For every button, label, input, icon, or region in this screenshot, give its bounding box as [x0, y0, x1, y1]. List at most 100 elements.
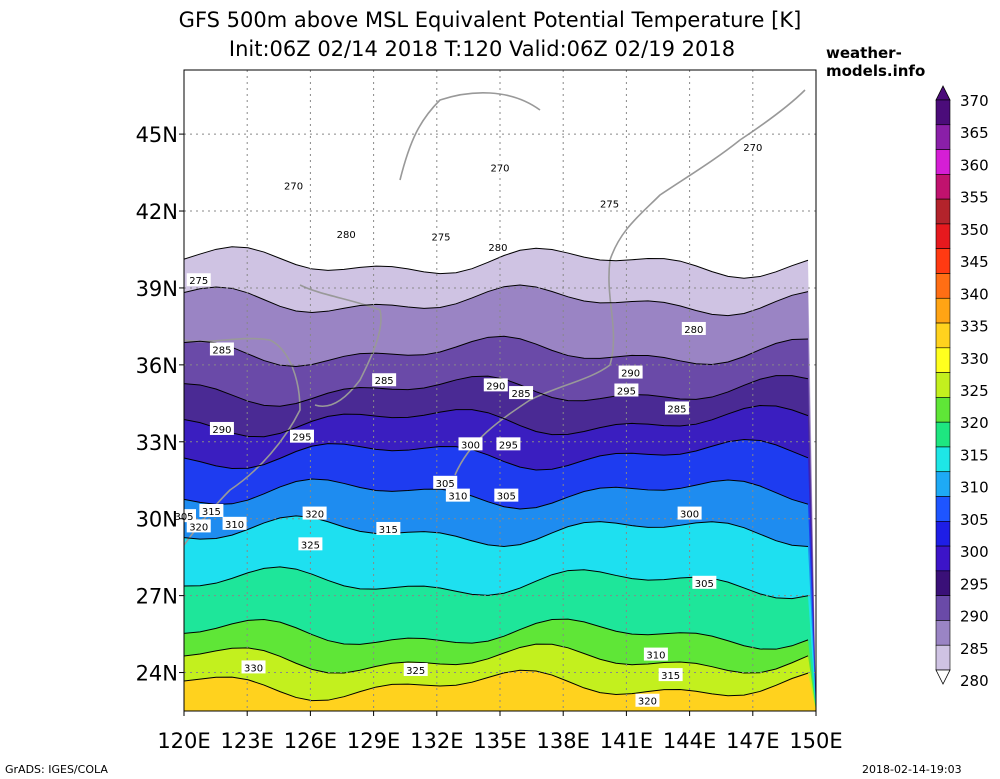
- colorbar-swatch: [935, 471, 951, 497]
- contour-label-bg: [488, 160, 512, 174]
- colorbar-label: 330: [960, 350, 989, 368]
- colorbar-swatch: [935, 347, 951, 373]
- contour-label-bg: [635, 693, 660, 707]
- colorbar: 370 365 360 355 350 345 340 335 330 325 320 315 310 3…: [935, 85, 989, 690]
- contour-labels: 270 270 270 275 275 275 280 280 280 285 285 285 285 2…: [172, 139, 765, 708]
- contour-label-bg: [458, 437, 483, 451]
- contour-label: 275: [600, 199, 619, 210]
- contour-label: 310: [448, 492, 467, 503]
- colorbar-swatch: [935, 372, 951, 398]
- colorbar-label: 310: [960, 479, 989, 497]
- lon-tick-label: 150E: [789, 729, 842, 753]
- contour-label: 300: [461, 440, 480, 451]
- contour-label: 325: [301, 540, 320, 551]
- contour-label: 285: [667, 404, 686, 415]
- contour-label: 295: [292, 433, 311, 444]
- contour-label: 305: [497, 492, 516, 503]
- contour-280: [184, 246, 809, 279]
- contour-label: 270: [743, 143, 762, 154]
- colorbar-label: 285: [960, 640, 989, 658]
- contour-label: 275: [189, 276, 208, 287]
- lat-lon-grid: [184, 70, 816, 711]
- contour-label: 290: [486, 381, 505, 392]
- contour-label: 275: [431, 233, 450, 244]
- axes: 120E 123E 126E 129E 132E 135E 138E 141E 144E 147E…: [136, 123, 843, 753]
- colorbar-swatch: [935, 297, 951, 324]
- colorbar-label: 305: [960, 511, 989, 529]
- lon-tick-label: 138E: [537, 729, 590, 753]
- colorbar-label: 280: [960, 672, 989, 690]
- colorbar-swatch: [935, 174, 951, 200]
- contour-label: 330: [244, 663, 263, 674]
- colorbar-swatch: [935, 496, 951, 522]
- contour-label-bg: [433, 475, 458, 489]
- contour-label-bg: [658, 668, 683, 682]
- contour-label-bg: [677, 506, 702, 520]
- contour-label-bg: [241, 660, 266, 674]
- contour-label: 320: [305, 510, 324, 521]
- contour-310: [184, 515, 809, 547]
- colorbar-swatch: [935, 545, 951, 572]
- contour-label-bg: [372, 373, 397, 387]
- contour-label-bg: [289, 429, 314, 443]
- contour-label: 315: [661, 671, 680, 682]
- site-credit[interactable]: weather-models.info: [826, 44, 926, 80]
- lon-tick-label: 147E: [726, 729, 779, 753]
- contour-label-bg: [302, 506, 327, 520]
- contour-label: 270: [490, 163, 509, 174]
- map-subtitle: Init:06Z 02/14 2018 T:120 Valid:06Z 02/1…: [228, 37, 736, 61]
- contour-label-bg: [483, 378, 508, 392]
- contour-label: 290: [621, 369, 640, 380]
- lat-tick-label: 27N: [136, 585, 178, 609]
- colorbar-label: 345: [960, 253, 989, 271]
- colorbar-swatch: [935, 198, 951, 225]
- contour-325: [184, 643, 809, 674]
- contour-label-bg: [376, 521, 401, 535]
- contour-label-bg: [199, 504, 224, 518]
- colorbar-swatch: [935, 322, 951, 349]
- contour-label: 325: [406, 666, 425, 677]
- colorbar-swatch: [935, 595, 951, 621]
- lat-tick-label: 36N: [136, 354, 178, 378]
- footer-software: GrADS: IGES/COLA: [5, 763, 108, 776]
- contour-label: 300: [680, 510, 699, 521]
- contour-label: 270: [284, 181, 303, 192]
- colorbar-label: 365: [960, 124, 989, 142]
- contour-300: [184, 438, 809, 471]
- colorbar-swatch: [935, 570, 951, 596]
- contour-label: 285: [212, 345, 231, 356]
- footer-timestamp: 2018-02-14-19:03: [862, 763, 962, 776]
- colorbar-label: 295: [960, 575, 989, 593]
- contour-label: 320: [189, 522, 208, 533]
- coast-kuril: [399, 92, 541, 181]
- contour-label-bg: [494, 488, 519, 502]
- colorbar-swatch: [935, 223, 951, 249]
- contour-label: 285: [512, 389, 531, 400]
- contour-305: [184, 478, 809, 510]
- contour-label: 305: [695, 579, 714, 590]
- contour-label: 320: [638, 697, 657, 708]
- colorbar-swatch: [935, 421, 951, 448]
- lon-tick-label: 129E: [347, 729, 400, 753]
- contour-label: 310: [646, 651, 665, 662]
- contour-label-bg: [618, 365, 643, 379]
- lon-tick-label: 144E: [663, 729, 716, 753]
- colorbar-label: 290: [960, 608, 989, 626]
- lat-tick-label: 39N: [136, 277, 178, 301]
- lat-tick-label: 33N: [136, 431, 178, 455]
- lat-tick-label: 24N: [136, 662, 178, 686]
- coast-china: [184, 337, 301, 546]
- contour-label-bg: [403, 662, 428, 676]
- colorbar-swatch: [935, 99, 951, 126]
- colorbar-label: 360: [960, 156, 989, 174]
- contour-label: 285: [375, 376, 394, 387]
- map-title: GFS 500m above MSL Equivalent Potential …: [178, 8, 802, 32]
- contour-label: 315: [379, 525, 398, 536]
- contour-label-bg: [209, 342, 234, 356]
- colorbar-label: 300: [960, 543, 989, 561]
- contour-label-bg: [740, 139, 765, 153]
- contour-label-bg: [209, 421, 234, 435]
- contour-label-bg: [664, 401, 689, 415]
- contour-label-bg: [445, 488, 470, 502]
